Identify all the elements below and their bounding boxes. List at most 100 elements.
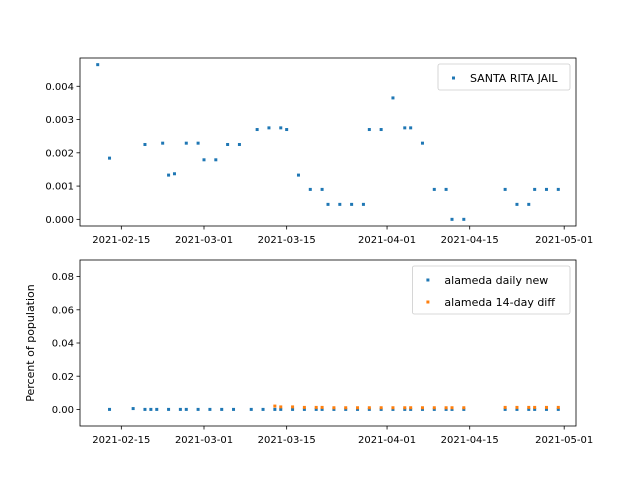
data-point: [320, 187, 324, 191]
data-point: [155, 407, 159, 411]
y-tick-label: 0.04: [52, 339, 74, 350]
data-point: [462, 217, 466, 221]
data-point: [149, 407, 153, 411]
data-point: [267, 126, 271, 130]
data-point: [533, 187, 537, 191]
data-point: [167, 173, 171, 177]
data-point: [350, 202, 354, 206]
data-point: [379, 128, 383, 132]
data-point: [533, 405, 537, 409]
data-point: [409, 126, 413, 130]
data-point: [544, 187, 548, 191]
data-point: [296, 173, 300, 177]
legend-entry: alameda 14-day diff: [444, 296, 555, 309]
data-point: [291, 405, 295, 409]
data-point: [226, 142, 230, 146]
data-point: [527, 405, 531, 409]
data-point: [232, 407, 236, 411]
data-point: [131, 407, 135, 411]
data-point: [172, 172, 176, 176]
data-point: [556, 187, 560, 191]
x-tick-label: 2021-03-15: [258, 235, 316, 246]
y-tick-label: 0.00: [52, 405, 74, 416]
x-tick-label: 2021-03-15: [258, 435, 316, 446]
data-point: [527, 407, 531, 411]
data-point: [279, 407, 283, 411]
data-point: [178, 407, 182, 411]
data-point: [184, 407, 188, 411]
data-point: [314, 407, 318, 411]
data-point: [420, 406, 424, 410]
data-point: [108, 156, 112, 160]
data-point: [450, 407, 454, 411]
y-tick-label: 0.08: [52, 272, 74, 283]
legend-entry: alameda daily new: [444, 274, 548, 287]
data-point: [544, 405, 548, 409]
data-point: [403, 406, 407, 410]
data-point: [527, 202, 531, 206]
top-scatter-chart: 0.000 0.001 0.002 0.003 0.004 2021-02-15 2021-…: [45, 57, 593, 246]
data-point: [279, 405, 283, 409]
data-point: [515, 407, 519, 411]
legend-marker: [426, 300, 430, 304]
x-tick-label: 2021-02-15: [92, 435, 150, 446]
data-point: [279, 126, 283, 130]
data-point: [167, 407, 171, 411]
data-point: [379, 407, 383, 411]
data-point: [302, 405, 306, 409]
x-tick-label: 2021-04-15: [441, 435, 499, 446]
data-point: [344, 406, 348, 410]
data-point: [302, 407, 306, 411]
data-point: [432, 187, 436, 191]
data-point: [515, 202, 519, 206]
data-point: [444, 187, 448, 191]
y-tick-label: 0.003: [45, 115, 74, 126]
data-point: [326, 202, 330, 206]
x-tick-label: 2021-03-01: [175, 235, 233, 246]
data-point: [108, 407, 112, 411]
data-point: [367, 128, 371, 132]
x-tick-label: 2021-02-15: [92, 235, 150, 246]
data-point: [184, 141, 188, 145]
data-point: [220, 407, 224, 411]
data-point: [96, 63, 100, 67]
data-point: [291, 407, 295, 411]
data-point: [320, 407, 324, 411]
data-point: [515, 405, 519, 409]
legend-marker: [426, 278, 430, 282]
data-point: [533, 407, 537, 411]
data-point: [273, 407, 277, 411]
data-point: [391, 406, 395, 410]
data-point: [196, 407, 200, 411]
data-point: [391, 407, 395, 411]
data-point: [314, 405, 318, 409]
data-point: [320, 405, 324, 409]
data-point: [462, 407, 466, 411]
data-point: [344, 407, 348, 411]
data-point: [261, 407, 265, 411]
data-point: [432, 406, 436, 410]
data-point: [202, 158, 206, 162]
data-point: [409, 407, 413, 411]
data-point: [285, 128, 289, 132]
data-point: [403, 407, 407, 411]
data-point: [161, 141, 165, 145]
y-axis-label: Percent of population: [24, 284, 37, 402]
data-point: [420, 407, 424, 411]
data-point: [237, 142, 241, 146]
data-point: [503, 407, 507, 411]
data-point: [367, 407, 371, 411]
y-tick-label: 0.02: [52, 372, 74, 383]
x-tick-label: 2021-04-01: [358, 435, 416, 446]
legend-marker: [452, 76, 455, 80]
y-tick-label: 0.004: [45, 82, 74, 93]
legend-box: [437, 63, 571, 91]
data-point: [208, 407, 212, 411]
data-point: [356, 406, 360, 410]
y-tick-label: 0.002: [45, 148, 74, 159]
data-point: [462, 406, 466, 410]
data-point: [143, 142, 147, 146]
data-point: [450, 217, 454, 221]
data-point: [361, 202, 365, 206]
x-tick-label: 2021-04-15: [441, 235, 499, 246]
